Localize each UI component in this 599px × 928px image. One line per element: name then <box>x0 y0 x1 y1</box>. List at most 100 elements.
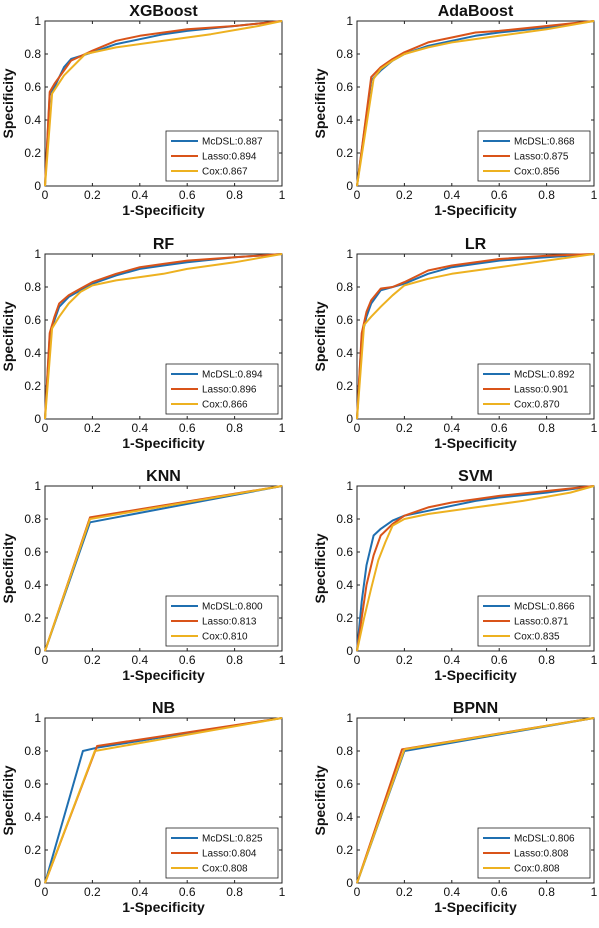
roc-panel-nb: NB 0 0.2 0.4 0.6 0.8 1 0 0.2 0.4 0.6 0.8 1 1-Specific… <box>0 700 286 915</box>
x-tick-label: 0.8 <box>226 188 243 202</box>
x-tick-label: 0 <box>354 421 361 435</box>
y-tick-label: 0.8 <box>336 280 353 294</box>
legend-entry-cox: Cox:0.808 <box>514 864 560 875</box>
legend: McDSL:0.825 Lasso:0.804 Cox:0.808 <box>165 827 279 879</box>
y-tick-label: 0.4 <box>336 346 353 360</box>
y-tick-label: 0.2 <box>336 379 353 393</box>
x-axis-label: 1-Specificity <box>434 435 517 451</box>
y-tick-label: 0.2 <box>336 146 353 160</box>
legend-entry-mcdsl: McDSL:0.892 <box>514 370 575 381</box>
chart-title: XGBoost <box>129 3 198 20</box>
x-tick-label: 1 <box>279 421 286 435</box>
x-tick-label: 0.4 <box>131 653 148 667</box>
legend-entry-lasso: Lasso:0.813 <box>202 617 257 628</box>
y-tick-label: 1 <box>346 14 353 28</box>
y-tick-label: 0.2 <box>24 611 41 625</box>
y-axis-label: Specificity <box>312 765 328 835</box>
chart-title: BPNN <box>453 700 498 717</box>
x-axis-label: 1-Specificity <box>434 899 517 915</box>
x-tick-label: 0.2 <box>84 885 101 899</box>
y-tick-label: 0.6 <box>24 777 41 791</box>
y-tick-label: 0.6 <box>336 80 353 94</box>
x-tick-label: 0.4 <box>131 421 148 435</box>
x-tick-label: 1 <box>591 653 598 667</box>
legend-entry-cox: Cox:0.810 <box>202 632 248 643</box>
roc-panel-rf: RF 0 0.2 0.4 0.6 0.8 1 0 0.2 0.4 0.6 0.8 1 1-Specific… <box>0 236 286 451</box>
legend: McDSL:0.868 Lasso:0.875 Cox:0.856 <box>477 130 591 182</box>
legend-entry-cox: Cox:0.866 <box>202 400 248 411</box>
x-axis-label: 1-Specificity <box>122 435 205 451</box>
y-axis-label: Specificity <box>312 533 328 603</box>
x-axis-label: 1-Specificity <box>434 667 517 683</box>
y-tick-label: 0 <box>34 644 41 658</box>
x-tick-label: 0.8 <box>538 421 555 435</box>
legend-entry-mcdsl: McDSL:0.800 <box>202 602 263 613</box>
x-tick-label: 0.6 <box>491 653 508 667</box>
x-tick-label: 1 <box>591 188 598 202</box>
roc-curve-mcdsl <box>44 20 283 187</box>
roc-curve-lasso <box>356 20 595 187</box>
legend: McDSL:0.806 Lasso:0.808 Cox:0.808 <box>477 827 591 879</box>
y-tick-label: 0.8 <box>24 47 41 61</box>
x-tick-label: 0.6 <box>179 653 196 667</box>
chart-title: KNN <box>146 468 181 485</box>
x-tick-label: 0.2 <box>84 188 101 202</box>
chart-title: RF <box>153 236 175 253</box>
roc-curve-cox <box>44 717 283 884</box>
legend-entry-lasso: Lasso:0.808 <box>514 849 569 860</box>
roc-panel-adaboost: AdaBoost 0 0.2 0.4 0.6 0.8 1 0 0.2 0.4 0.6 0.8 1 1-Sp… <box>312 3 598 218</box>
y-tick-label: 1 <box>34 479 41 493</box>
chart-title: LR <box>465 236 487 253</box>
roc-curve-lasso <box>356 253 595 420</box>
y-tick-label: 0.6 <box>336 777 353 791</box>
x-tick-label: 0.2 <box>396 188 413 202</box>
x-tick-label: 0.2 <box>396 885 413 899</box>
x-tick-label: 0.6 <box>491 885 508 899</box>
x-tick-label: 0.6 <box>491 188 508 202</box>
x-tick-label: 0 <box>42 421 49 435</box>
y-tick-label: 0.8 <box>336 744 353 758</box>
y-tick-label: 0.2 <box>24 146 41 160</box>
chart-title: SVM <box>458 468 493 485</box>
x-tick-label: 0.8 <box>538 885 555 899</box>
legend-entry-mcdsl: McDSL:0.866 <box>514 602 575 613</box>
x-tick-label: 0.8 <box>226 885 243 899</box>
legend-entry-lasso: Lasso:0.871 <box>514 617 569 628</box>
legend-entry-mcdsl: McDSL:0.887 <box>202 137 263 148</box>
y-tick-label: 0.4 <box>24 578 41 592</box>
roc-curve-mcdsl <box>356 253 595 420</box>
y-axis-label: Specificity <box>0 68 16 138</box>
legend: McDSL:0.866 Lasso:0.871 Cox:0.835 <box>477 595 591 647</box>
x-tick-label: 0.8 <box>538 188 555 202</box>
y-tick-label: 1 <box>346 711 353 725</box>
x-tick-label: 1 <box>591 421 598 435</box>
x-tick-label: 0.6 <box>179 188 196 202</box>
x-axis-label: 1-Specificity <box>122 667 205 683</box>
y-tick-label: 0.8 <box>24 512 41 526</box>
x-tick-label: 0.2 <box>84 421 101 435</box>
x-tick-label: 0.4 <box>443 188 460 202</box>
legend-entry-lasso: Lasso:0.896 <box>202 385 257 396</box>
chart-title: AdaBoost <box>438 3 514 20</box>
y-tick-label: 0.4 <box>24 113 41 127</box>
roc-curve-lasso <box>356 485 595 652</box>
legend-entry-mcdsl: McDSL:0.806 <box>514 834 575 845</box>
y-tick-label: 0.8 <box>336 512 353 526</box>
legend-entry-cox: Cox:0.808 <box>202 864 248 875</box>
x-tick-label: 0.6 <box>179 421 196 435</box>
y-tick-label: 0.6 <box>24 80 41 94</box>
y-tick-label: 0.6 <box>336 313 353 327</box>
roc-curve-cox <box>356 717 595 884</box>
x-tick-label: 1 <box>591 885 598 899</box>
y-tick-label: 0.2 <box>24 843 41 857</box>
y-tick-label: 1 <box>346 479 353 493</box>
chart-title: NB <box>152 700 175 717</box>
roc-panel-knn: KNN 0 0.2 0.4 0.6 0.8 1 0 0.2 0.4 0.6 0.8 1 1-Specifi… <box>0 468 286 683</box>
roc-curve-cox <box>44 253 283 420</box>
roc-panel-svm: SVM 0 0.2 0.4 0.6 0.8 1 0 0.2 0.4 0.6 0.8 1 1-Specifi… <box>312 468 598 683</box>
y-tick-label: 1 <box>346 247 353 261</box>
y-tick-label: 0.6 <box>336 545 353 559</box>
x-axis-label: 1-Specificity <box>434 202 517 218</box>
legend-entry-mcdsl: McDSL:0.825 <box>202 834 263 845</box>
